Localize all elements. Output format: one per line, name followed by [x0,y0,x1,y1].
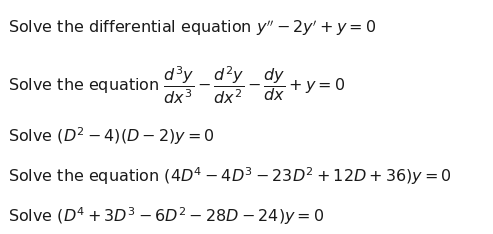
Text: Solve $(D^2 - 4)(D - 2)y = 0$: Solve $(D^2 - 4)(D - 2)y = 0$ [8,125,215,147]
Text: Solve the differential equation $y'' - 2y' + y = 0$: Solve the differential equation $y'' - 2… [8,18,376,38]
Text: Solve the equation $\dfrac{d^3y}{dx^3} - \dfrac{d^2y}{dx^2} - \dfrac{dy}{dx} + y: Solve the equation $\dfrac{d^3y}{dx^3} -… [8,65,345,106]
Text: Solve the equation $(4D^4 - 4D^3 - 23D^2 + 12D + 36)y = 0$: Solve the equation $(4D^4 - 4D^3 - 23D^2… [8,165,452,187]
Text: Solve $(D^4 + 3D^3 - 6D^2 - 28D - 24)y = 0$: Solve $(D^4 + 3D^3 - 6D^2 - 28D - 24)y =… [8,205,324,227]
